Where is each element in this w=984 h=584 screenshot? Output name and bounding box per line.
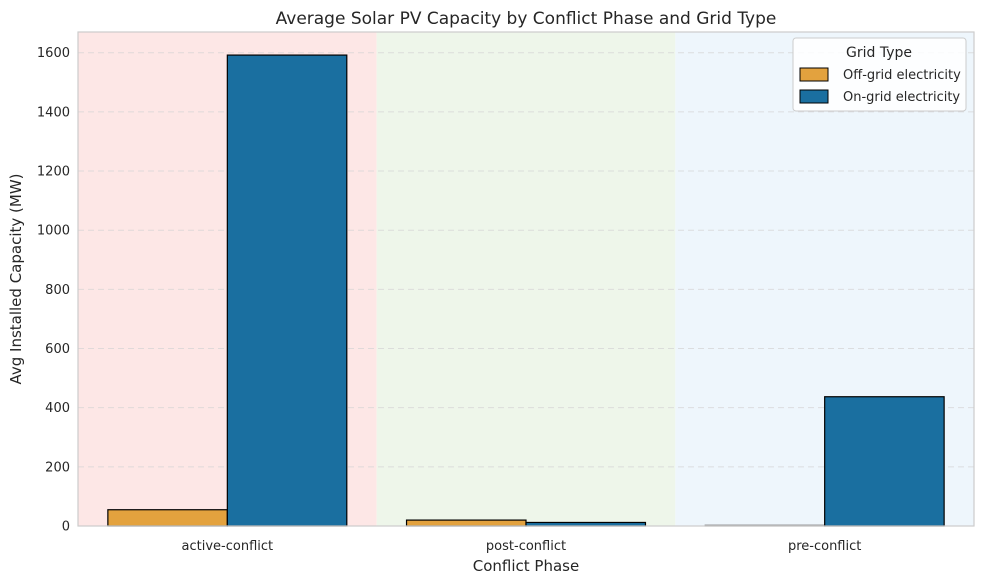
y-tick-label-1200: 1200 [37,165,70,180]
bars [107,54,945,527]
y-axis-label: Avg Installed Capacity (MW) [7,173,25,384]
y-tick-label-1600: 1600 [37,46,70,61]
x-axis-ticks: active-conflict post-conflict pre-conflict [182,539,862,554]
legend-box [792,37,967,112]
legend-label-on-grid: On-grid electricity [843,90,960,105]
legend: Grid Type Off-grid electricity On-grid e… [792,37,967,112]
background-band-post-conflict [376,32,676,526]
bar-active-conflict-on-grid [226,54,348,527]
legend-title: Grid Type [846,45,912,61]
chart-title: Average Solar PV Capacity by Conflict Ph… [276,9,777,29]
y-tick-label-600: 600 [45,342,70,357]
bar-pre-conflict-on-grid [824,396,945,527]
x-tick-label-pre-conflict: pre-conflict [788,539,861,554]
x-tick-label-active-conflict: active-conflict [182,539,274,554]
x-tick-label-post-conflict: post-conflict [486,539,566,554]
y-tick-label-1000: 1000 [37,224,70,239]
y-tick-label-0: 0 [62,520,70,535]
y-tick-label-1400: 1400 [37,105,70,120]
legend-swatch-off-grid [799,67,829,82]
y-tick-label-800: 800 [45,283,70,298]
plot-frame [77,31,975,527]
legend-label-off-grid: Off-grid electricity [843,68,961,83]
legend-swatch-on-grid [799,89,829,104]
bar-post-conflict-off-grid [405,519,527,527]
y-tick-label-400: 400 [45,401,70,416]
y-tick-label-200: 200 [45,460,70,475]
y-axis-ticks: 0 200 400 600 800 1000 1200 1400 1600 [37,46,70,534]
bar-active-conflict-off-grid [107,509,228,527]
x-axis-label: Conflict Phase [473,557,579,575]
